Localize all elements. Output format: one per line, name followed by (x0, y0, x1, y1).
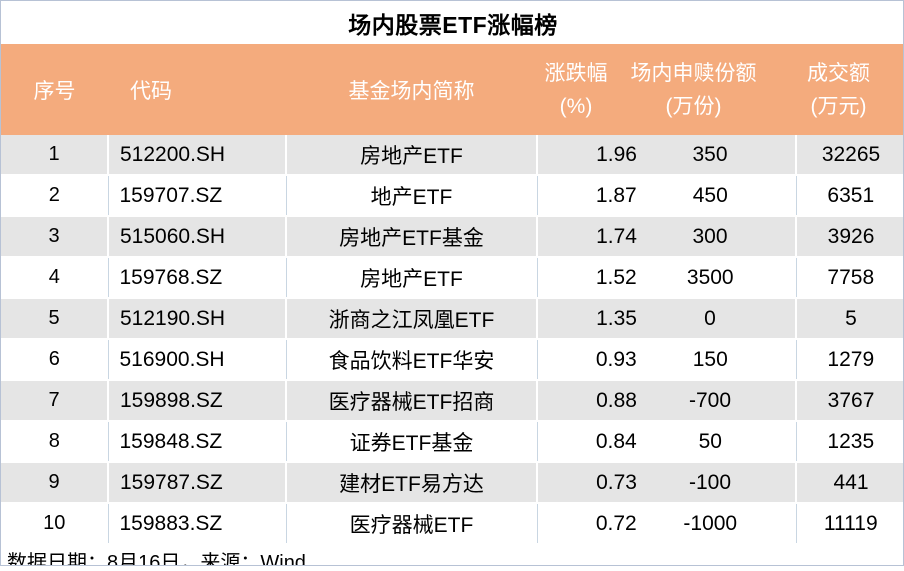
cell-name: 浙商之江凤凰ETF (286, 298, 538, 340)
table-row: 9 159787.SZ 建材ETF易方达 0.73 -100 441 (1, 462, 903, 504)
col-header-turnover: 成交额 (万元) (796, 44, 903, 135)
col-header-flow: 场内申赎份额 (万份) (631, 44, 796, 135)
cell-change: 1.35 (537, 298, 651, 340)
cell-turnover: 1235 (796, 421, 903, 463)
cell-code: 159787.SZ (108, 462, 287, 504)
cell-change: 0.84 (537, 421, 651, 463)
cell-name: 建材ETF易方达 (286, 462, 538, 504)
table-header-row: 序号 代码 基金场内简称 涨跌幅 (%) 场内申赎份额 (万份) 成交额 (万元… (1, 44, 903, 135)
cell-change: 1.74 (537, 216, 651, 258)
cell-change: 1.96 (537, 135, 651, 176)
cell-flow: 0 (651, 298, 797, 340)
col-header-turnover-label: 成交额 (807, 61, 871, 85)
col-header-flow-unit: (万份) (665, 94, 722, 118)
data-source-note: 数据日期：8月16日，来源：Wind (1, 543, 903, 565)
col-header-code: 代码 (108, 44, 286, 135)
cell-rank: 8 (1, 421, 109, 463)
cell-turnover: 11119 (796, 503, 903, 545)
cell-flow: 350 (651, 135, 797, 176)
cell-name: 房地产ETF基金 (286, 216, 538, 258)
cell-change: 1.87 (537, 175, 651, 217)
cell-flow: 300 (651, 216, 797, 258)
cell-code: 512190.SH (108, 298, 287, 340)
table-row: 8 159848.SZ 证券ETF基金 0.84 50 1235 (1, 421, 903, 463)
col-header-change-unit: (%) (559, 94, 593, 118)
cell-change: 0.93 (537, 339, 651, 381)
cell-flow: 450 (651, 175, 797, 217)
cell-change: 0.73 (537, 462, 651, 504)
table-row: 10 159883.SZ 医疗器械ETF 0.72 -1000 11119 (1, 503, 903, 545)
cell-code: 512200.SH (108, 135, 287, 176)
cell-change: 1.52 (537, 257, 651, 299)
cell-rank: 9 (1, 462, 109, 504)
cell-turnover: 32265 (796, 135, 903, 176)
cell-name: 医疗器械ETF (286, 503, 538, 545)
cell-flow: -1000 (651, 503, 797, 545)
cell-name: 地产ETF (286, 175, 538, 217)
table-row: 2 159707.SZ 地产ETF 1.87 450 6351 (1, 175, 903, 217)
table-row: 3 515060.SH 房地产ETF基金 1.74 300 3926 (1, 216, 903, 258)
cell-turnover: 1279 (796, 339, 903, 381)
table-row: 6 516900.SH 食品饮料ETF华安 0.93 150 1279 (1, 339, 903, 381)
cell-name: 房地产ETF (286, 135, 538, 176)
cell-name: 证券ETF基金 (286, 421, 538, 463)
col-header-turnover-unit: (万元) (810, 94, 867, 118)
cell-flow: 3500 (651, 257, 797, 299)
footer-row: 数据日期：8月16日，来源：Wind (1, 543, 903, 565)
cell-rank: 6 (1, 339, 109, 381)
col-header-change: 涨跌幅 (%) (537, 44, 651, 135)
cell-rank: 2 (1, 175, 109, 217)
table-row: 5 512190.SH 浙商之江凤凰ETF 1.35 0 5 (1, 298, 903, 340)
table-row: 1 512200.SH 房地产ETF 1.96 350 32265 (1, 135, 903, 176)
table-row: 7 159898.SZ 医疗器械ETF招商 0.88 -700 3767 (1, 380, 903, 422)
col-header-change-label: 涨跌幅 (544, 61, 608, 85)
cell-rank: 4 (1, 257, 109, 299)
cell-turnover: 5 (796, 298, 903, 340)
cell-flow: -100 (651, 462, 797, 504)
cell-change: 0.88 (537, 380, 651, 422)
cell-code: 159707.SZ (108, 175, 287, 217)
cell-turnover: 3767 (796, 380, 903, 422)
cell-flow: 50 (651, 421, 797, 463)
cell-rank: 1 (1, 135, 109, 176)
cell-turnover: 7758 (796, 257, 903, 299)
col-header-flow-label: 场内申赎份额 (630, 61, 757, 85)
cell-rank: 3 (1, 216, 109, 258)
cell-turnover: 441 (796, 462, 903, 504)
page-title: 场内股票ETF涨幅榜 (1, 1, 903, 44)
cell-change: 0.72 (537, 503, 651, 545)
cell-code: 159883.SZ (108, 503, 287, 545)
cell-rank: 7 (1, 380, 109, 422)
cell-name: 房地产ETF (286, 257, 538, 299)
cell-turnover: 3926 (796, 216, 903, 258)
col-header-rank: 序号 (1, 44, 108, 135)
table-row: 4 159768.SZ 房地产ETF 1.52 3500 7758 (1, 257, 903, 299)
cell-flow: 150 (651, 339, 797, 381)
cell-code: 159898.SZ (108, 380, 287, 422)
cell-rank: 5 (1, 298, 109, 340)
cell-code: 159768.SZ (108, 257, 287, 299)
cell-name: 医疗器械ETF招商 (286, 380, 538, 422)
cell-code: 516900.SH (108, 339, 287, 381)
cell-code: 515060.SH (108, 216, 287, 258)
cell-name: 食品饮料ETF华安 (286, 339, 538, 381)
title-row: 场内股票ETF涨幅榜 (1, 1, 903, 44)
cell-rank: 10 (1, 503, 109, 545)
col-header-name: 基金场内简称 (286, 44, 537, 135)
cell-flow: -700 (651, 380, 797, 422)
cell-turnover: 6351 (796, 175, 903, 217)
cell-code: 159848.SZ (108, 421, 287, 463)
